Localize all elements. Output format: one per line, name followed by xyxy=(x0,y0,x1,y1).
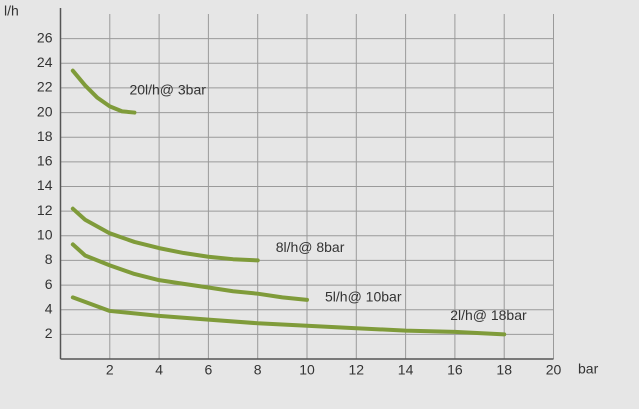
y-tick-label: 16 xyxy=(37,153,53,169)
x-tick-label: 12 xyxy=(349,362,365,378)
x-tick-label: 4 xyxy=(155,362,163,378)
y-axis-label: l/h xyxy=(4,3,19,19)
x-tick-label: 6 xyxy=(205,362,213,378)
y-tick-label: 20 xyxy=(37,103,53,119)
series-line xyxy=(70,206,260,263)
x-tick-label: 8 xyxy=(254,362,262,378)
y-tick-label: 18 xyxy=(37,128,53,144)
y-tick-label: 4 xyxy=(45,300,53,316)
series-line xyxy=(70,242,309,302)
series-label: 20l/h@ 3bar xyxy=(129,81,206,97)
x-tick-label: 20 xyxy=(546,362,562,378)
series-label: 2l/h@ 18bar xyxy=(450,307,527,323)
y-tick-label: 26 xyxy=(37,29,53,45)
y-tick-label: 8 xyxy=(45,251,53,267)
series-label: 8l/h@ 8bar xyxy=(276,239,345,255)
y-tick-label: 2 xyxy=(45,325,53,341)
y-tick-label: 6 xyxy=(45,276,53,292)
y-tick-label: 12 xyxy=(37,202,53,218)
series-line xyxy=(70,68,137,115)
x-tick-label: 14 xyxy=(398,362,414,378)
x-tick-label: 2 xyxy=(106,362,114,378)
series-line xyxy=(70,295,507,337)
y-tick-label: 24 xyxy=(37,54,53,70)
x-tick-label: 16 xyxy=(447,362,463,378)
x-tick-label: 18 xyxy=(496,362,512,378)
y-tick-label: 22 xyxy=(37,79,53,95)
y-tick-label: 14 xyxy=(37,177,53,193)
x-tick-label: 10 xyxy=(299,362,315,378)
x-axis-label: bar xyxy=(578,361,599,377)
series-label: 5l/h@ 10bar xyxy=(325,289,402,305)
y-tick-label: 10 xyxy=(37,226,53,242)
